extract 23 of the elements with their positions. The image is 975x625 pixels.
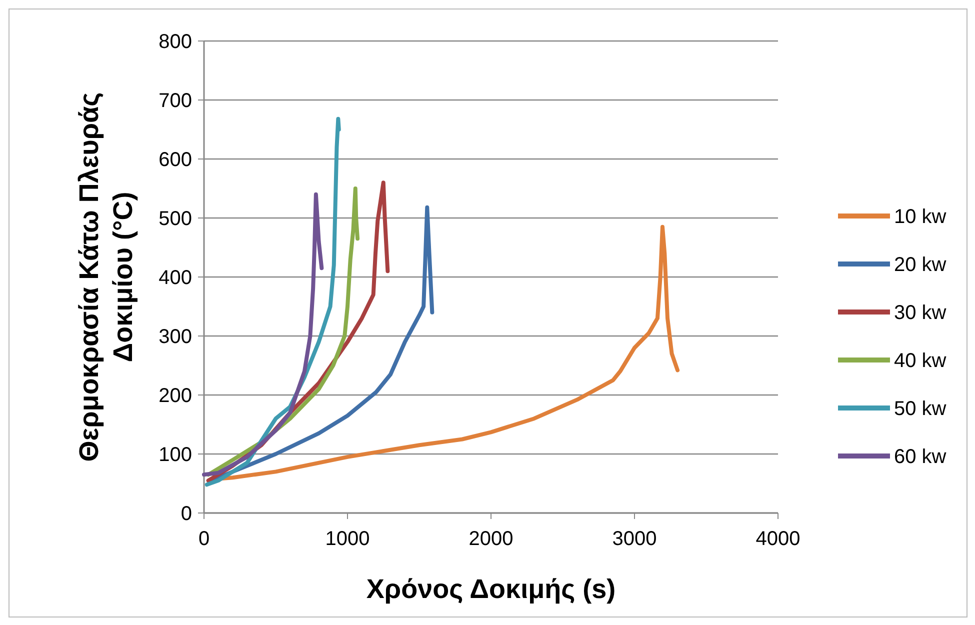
legend-label: 30 kw [894, 302, 947, 324]
y-tick-label: 500 [158, 208, 192, 230]
legend-label: 20 kw [894, 254, 947, 276]
line-series [202, 192, 324, 477]
y-tick-label: 0 [180, 503, 192, 525]
x-axis-title: Χρόνος Δοκιμής (s) [366, 574, 616, 604]
x-tick-label: 3000 [612, 528, 657, 550]
y-axis-title: Θερμοκρασία Κάτω Πλευράς Δοκιμίου (°C) [74, 92, 138, 462]
legend-label: 10 kw [894, 206, 947, 228]
y-tick-label: 100 [158, 444, 192, 466]
y-tick-label: 400 [158, 267, 192, 289]
legend-label: 60 kw [894, 446, 947, 468]
y-tick-label: 600 [158, 149, 192, 171]
x-tick-label: 2000 [468, 528, 514, 550]
y-tick-label: 700 [158, 90, 192, 112]
legend-label: 50 kw [894, 398, 947, 420]
y-tick-label: 300 [158, 326, 192, 348]
y-tick-label: 200 [158, 385, 192, 407]
legend-label: 40 kw [894, 350, 947, 372]
y-tick-label: 800 [158, 31, 192, 53]
x-tick-label: 4000 [756, 528, 800, 550]
x-tick-label: 1000 [325, 528, 370, 550]
x-tick-label: 0 [198, 528, 210, 550]
